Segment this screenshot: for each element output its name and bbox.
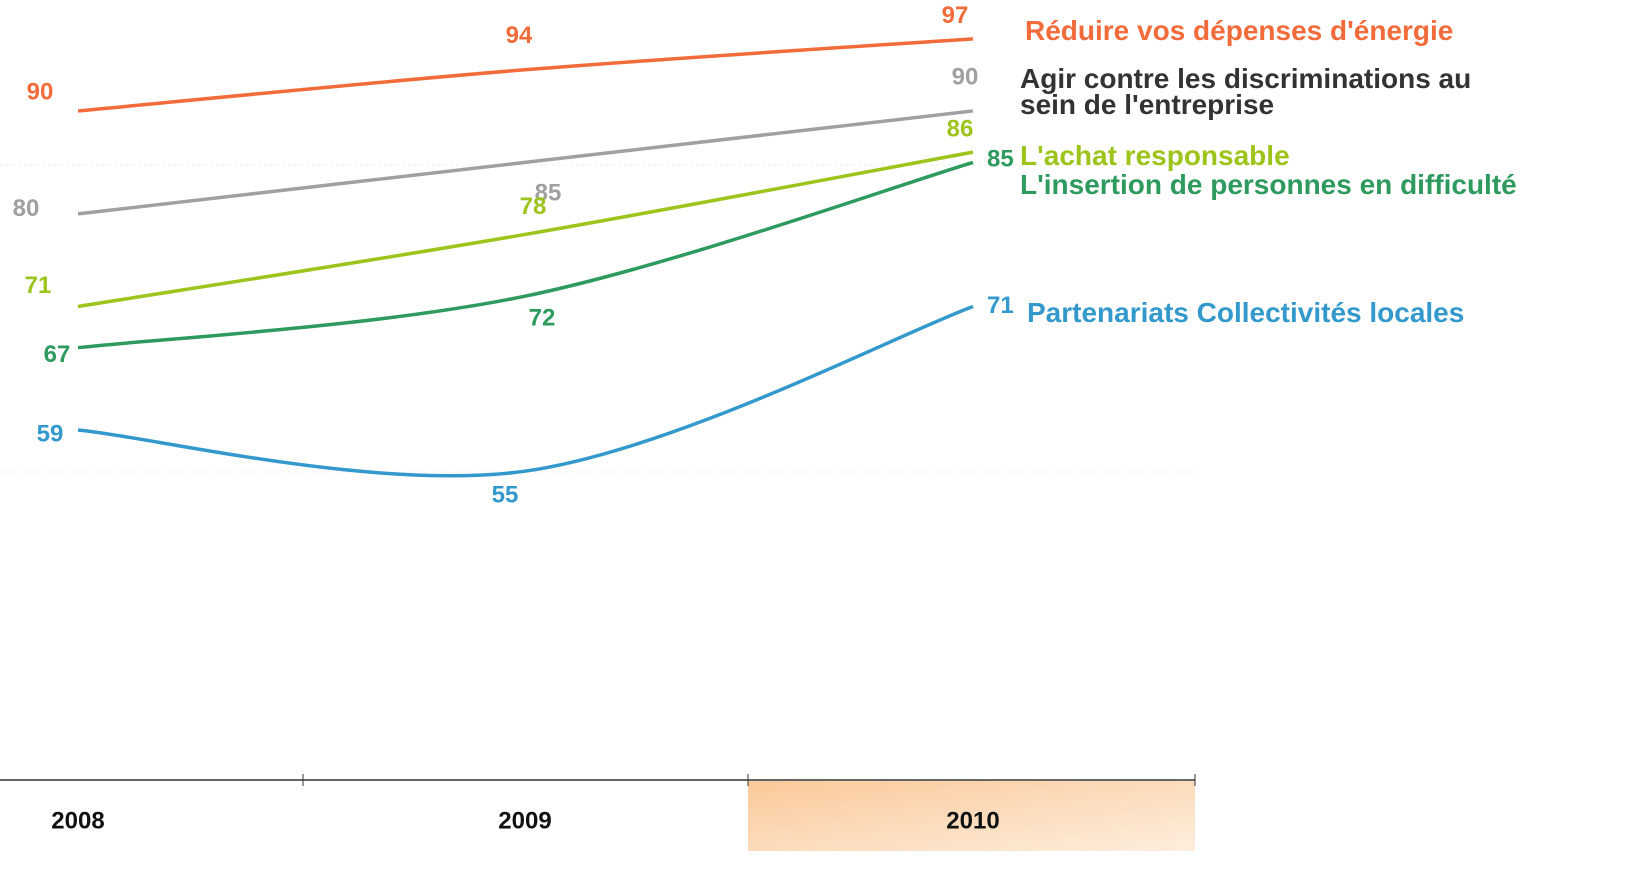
data-label: 67 xyxy=(44,341,71,368)
highlight-band xyxy=(748,781,1195,851)
series-line xyxy=(77,109,974,216)
legend-label: L'achat responsable xyxy=(1020,140,1290,171)
data-label: 86 xyxy=(947,115,974,142)
data-label: 90 xyxy=(952,63,979,90)
legend-label: Partenariats Collectivités locales xyxy=(1027,297,1465,328)
data-label: 94 xyxy=(506,22,533,49)
series-line xyxy=(77,304,974,478)
data-label: 71 xyxy=(987,292,1014,319)
series-line xyxy=(77,150,974,309)
data-label: 97 xyxy=(942,2,969,29)
data-label: 55 xyxy=(492,482,519,509)
series-line xyxy=(77,160,974,350)
x-tick-label: 2008 xyxy=(51,807,104,834)
data-label: 71 xyxy=(25,272,52,299)
legend-label: Réduire vos dépenses d'énergie xyxy=(1025,15,1454,46)
data-label: 59 xyxy=(37,420,64,447)
x-tick-label: 2009 xyxy=(498,807,551,834)
data-label: 78 xyxy=(520,193,547,220)
data-label: 85 xyxy=(535,180,562,207)
x-tick-label: 2010 xyxy=(946,807,999,834)
series-line xyxy=(77,37,974,113)
data-label: 90 xyxy=(27,78,54,105)
data-label: 80 xyxy=(13,195,40,222)
data-label: 85 xyxy=(987,146,1014,173)
data-label: 72 xyxy=(529,305,556,332)
legend-label: L'insertion de personnes en difficulté xyxy=(1020,169,1517,200)
legend-label: Agir contre les discriminations au sein … xyxy=(1020,63,1472,120)
